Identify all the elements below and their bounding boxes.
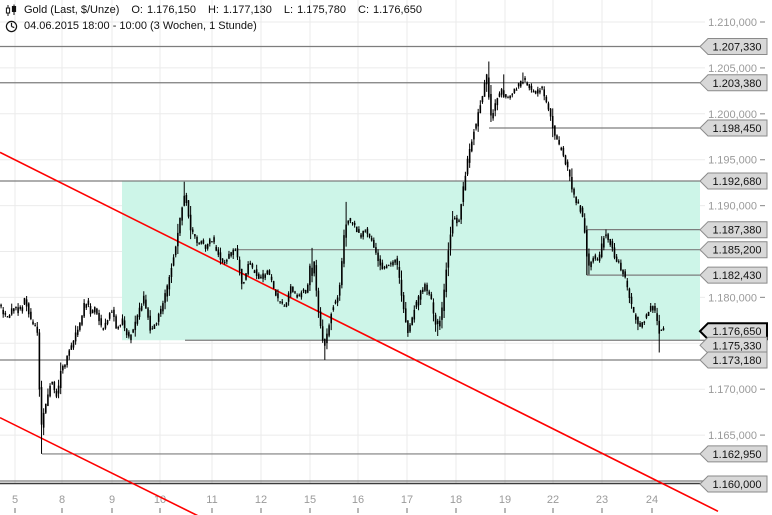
price-tag-1198.45[interactable]: 1.198,450 (699, 119, 768, 137)
high-label: H: (207, 3, 219, 16)
trendline-lower[interactable] (0, 416, 200, 515)
y-axis-label-1190: 1.190,000 (708, 201, 757, 213)
close-label: C: (358, 3, 369, 16)
open-label: O: (131, 3, 143, 16)
svg-text:1.187,380: 1.187,380 (713, 225, 762, 237)
x-axis-label-22: 22 (547, 494, 559, 506)
svg-text:1.185,200: 1.185,200 (713, 245, 762, 257)
svg-text:1.176,650: 1.176,650 (713, 326, 762, 338)
price-tag-1185.2[interactable]: 1.185,200 (699, 241, 768, 259)
y-axis-label-1180: 1.180,000 (708, 292, 757, 304)
svg-text:1.192,680: 1.192,680 (713, 176, 762, 188)
svg-text:1.203,380: 1.203,380 (713, 78, 762, 90)
x-axis-label-19: 19 (499, 494, 511, 506)
x-axis-label-23: 23 (596, 494, 608, 506)
x-axis-label-16: 16 (352, 494, 364, 506)
timeframe-text: 04.06.2015 18:00 - 10:00 (3 Wochen, 1 St… (24, 19, 257, 32)
x-axis-label-11: 11 (206, 494, 217, 506)
y-axis-label-1200: 1.200,000 (708, 109, 757, 121)
y-axis-label-1170: 1.170,000 (708, 384, 757, 396)
instrument-quote-line: Gold (Last, $/Unze) O: 1.176,150 H: 1.17… (5, 2, 422, 18)
candlestick-icon (5, 4, 17, 16)
y-axis-label-1165: 1.165,000 (708, 430, 757, 442)
x-axis: 5 8 9 10 11 12 15 16 17 18 19 22 23 24 (0, 482, 705, 513)
low-value: 1.175,780 (297, 3, 346, 16)
x-axis-label-15: 15 (304, 494, 316, 506)
svg-text:1.173,180: 1.173,180 (713, 355, 762, 367)
timeframe-line: 04.06.2015 18:00 - 10:00 (3 Wochen, 1 St… (5, 18, 422, 34)
x-axis-label-17: 17 (401, 494, 413, 506)
open-value: 1.176,150 (147, 3, 196, 16)
x-axis-label-10: 10 (154, 494, 166, 506)
price-tag-1182.43[interactable]: 1.182,430 (699, 266, 768, 284)
x-axis-label-18: 18 (450, 494, 462, 506)
svg-text:1.175,330: 1.175,330 (713, 340, 762, 352)
x-axis-label-12: 12 (255, 494, 267, 506)
price-level-lines[interactable] (0, 45, 705, 482)
price-tag-1207.33[interactable]: 1.207,330 (699, 38, 768, 55)
svg-text:1.182,430: 1.182,430 (713, 270, 762, 282)
price-tag-1192.68[interactable]: 1.192,680 (699, 172, 768, 190)
price-tag-1203.38[interactable]: 1.203,380 (699, 74, 768, 92)
trendline-upper[interactable] (0, 151, 719, 513)
y-axis-labels: 1.210,000 1.205,000 1.200,000 1.195,000 1.19… (708, 17, 765, 442)
y-axis-label-1205: 1.205,000 (708, 63, 757, 75)
clock-icon (5, 20, 18, 32)
y-axis-label-1210: 1.210,000 (708, 17, 757, 29)
current-price-tag-1176.65[interactable]: 1.176,650 (698, 322, 768, 341)
price-tag-1187.38[interactable]: 1.187,380 (699, 221, 768, 239)
price-tag-1162.95[interactable]: 1.162,950 (699, 445, 768, 463)
low-label: L: (283, 3, 294, 16)
x-axis-label-24: 24 (646, 494, 658, 506)
svg-text:1.162,950: 1.162,950 (713, 449, 762, 461)
y-axis-label-1195: 1.195,000 (708, 155, 757, 167)
x-axis-label-8: 8 (59, 494, 65, 506)
chart-header: Gold (Last, $/Unze) O: 1.176,150 H: 1.17… (5, 2, 422, 34)
candlestick-series (0, 61, 665, 454)
svg-text:1.198,450: 1.198,450 (713, 123, 762, 135)
consolidation-zone[interactable] (122, 180, 700, 341)
svg-text:1.207,330: 1.207,330 (713, 42, 762, 54)
svg-text:1.160,000: 1.160,000 (713, 479, 762, 491)
x-axis-label-5: 5 (12, 494, 18, 506)
x-axis-label-9: 9 (109, 494, 115, 506)
close-value: 1.176,650 (373, 3, 422, 16)
price-tag-1175.33[interactable]: 1.175,330 (699, 336, 768, 354)
price-tags: 1.207,330 1.203,380 1.198,450 1.192,680 1.18… (698, 38, 768, 493)
high-value: 1.177,130 (222, 3, 272, 16)
instrument-title: Gold (Last, $/Unze) (24, 3, 120, 16)
price-tag-1173.18[interactable]: 1.173,180 (699, 351, 768, 369)
price-tag-1160[interactable]: 1.160,000 (699, 475, 768, 493)
